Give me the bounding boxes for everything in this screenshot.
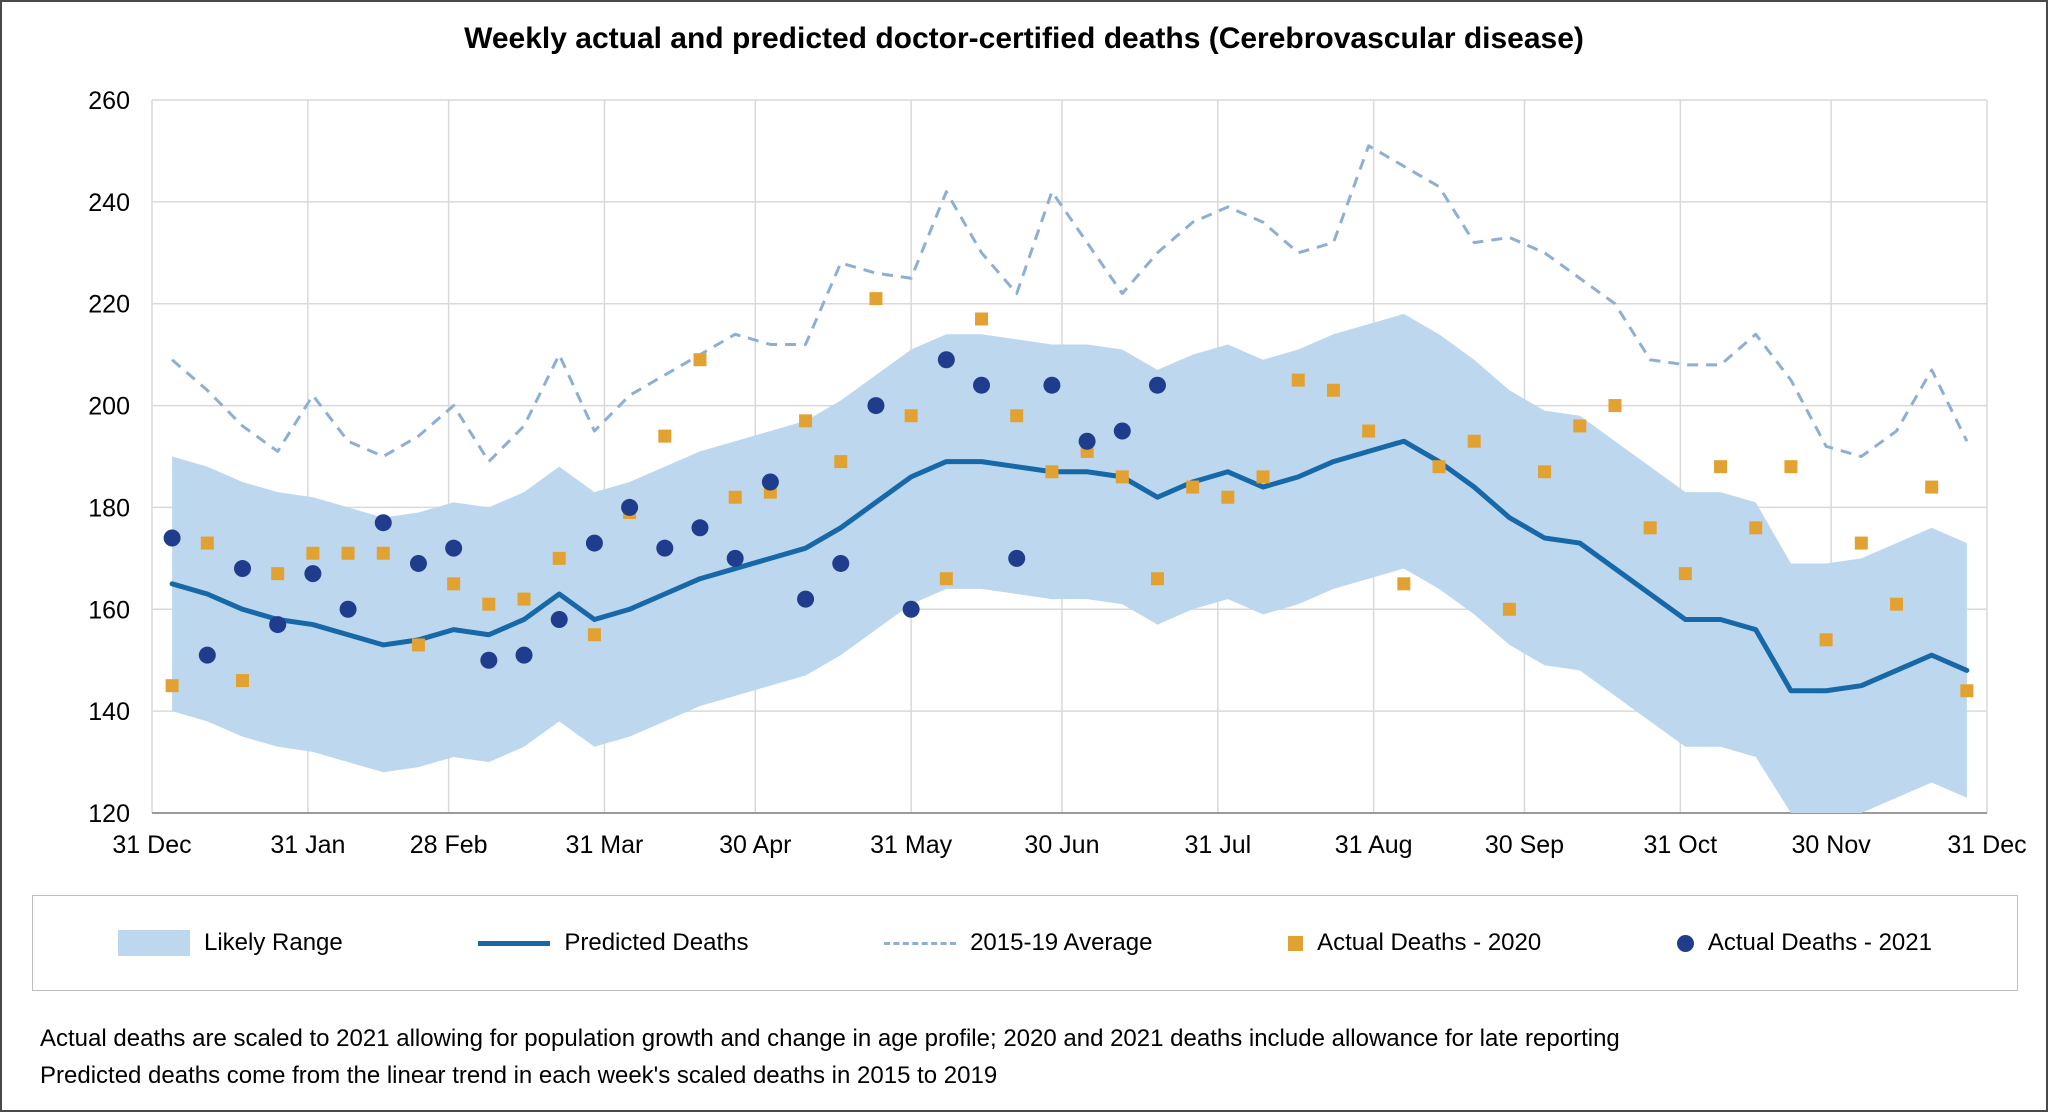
svg-text:180: 180: [88, 494, 130, 522]
deaths-chart: 120 140 160 180 200 220 240 260 31 Dec 31 Jan 28 F…: [88, 87, 2026, 859]
footnote-line-1: Actual deaths are scaled to 2021 allowin…: [40, 1025, 1620, 1052]
svg-text:140: 140: [88, 698, 130, 726]
svg-text:200: 200: [88, 393, 130, 421]
legend-label-actual-2021: Actual Deaths - 2021: [1707, 929, 1932, 956]
svg-text:30 Jun: 30 Jun: [1024, 831, 1099, 859]
legend-item-likely-range: Likely Range: [118, 929, 343, 957]
svg-text:31 Jan: 31 Jan: [270, 831, 345, 859]
svg-text:240: 240: [88, 189, 130, 217]
svg-text:160: 160: [88, 596, 130, 624]
legend-label-likely-range: Likely Range: [204, 929, 343, 956]
svg-text:31 Dec: 31 Dec: [112, 831, 191, 859]
likely-range-swatch-icon: [118, 930, 190, 956]
legend-item-predicted-deaths: Predicted Deaths: [478, 929, 748, 957]
svg-text:30 Nov: 30 Nov: [1792, 831, 1872, 859]
legend-label-actual-2020: Actual Deaths - 2020: [1317, 929, 1542, 956]
footnote-line-2: Predicted deaths come from the linear tr…: [40, 1062, 998, 1089]
chart-title: Weekly actual and predicted doctor-certi…: [464, 22, 1584, 55]
svg-text:220: 220: [88, 291, 130, 319]
legend-item-actual-2020: Actual Deaths - 2020: [1288, 929, 1541, 957]
svg-text:30 Sep: 30 Sep: [1485, 831, 1564, 859]
legend-item-average: 2015-19 Average: [884, 929, 1152, 957]
legend: Likely Range Predicted Deaths 2015-19 Av…: [32, 895, 2018, 991]
svg-text:260: 260: [88, 87, 130, 115]
svg-text:31 Oct: 31 Oct: [1644, 831, 1718, 859]
legend-item-actual-2021: Actual Deaths - 2021: [1676, 929, 1932, 957]
actual-2021-swatch-icon: [1676, 934, 1694, 952]
legend-label-average: 2015-19 Average: [970, 929, 1153, 956]
footnotes: Actual deaths are scaled to 2021 allowin…: [40, 1020, 2008, 1094]
legend-label-predicted-deaths: Predicted Deaths: [564, 929, 749, 956]
svg-text:31 Aug: 31 Aug: [1335, 831, 1413, 859]
svg-text:30 Apr: 30 Apr: [719, 831, 791, 859]
svg-text:31 Jul: 31 Jul: [1184, 831, 1251, 859]
actual-2020-swatch-icon: [1288, 935, 1304, 951]
svg-text:31 Dec: 31 Dec: [1947, 831, 2026, 859]
svg-text:120: 120: [88, 800, 130, 828]
predicted-line-swatch-icon: [478, 940, 551, 946]
svg-text:31 May: 31 May: [870, 831, 952, 859]
svg-text:28 Feb: 28 Feb: [410, 831, 488, 859]
svg-text:31 Mar: 31 Mar: [566, 831, 644, 859]
average-dashed-swatch-icon: [884, 941, 957, 945]
